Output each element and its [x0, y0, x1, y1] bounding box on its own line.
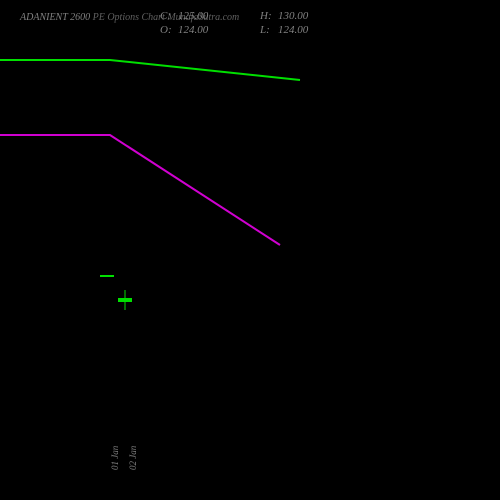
candlesticks: [100, 275, 132, 310]
indicator-line-upper: [0, 60, 300, 80]
price-chart: [0, 0, 500, 500]
indicator-line-lower: [0, 135, 280, 245]
x-tick-label: 02 Jan: [128, 446, 138, 470]
x-tick-label: 01 Jan: [110, 446, 120, 470]
